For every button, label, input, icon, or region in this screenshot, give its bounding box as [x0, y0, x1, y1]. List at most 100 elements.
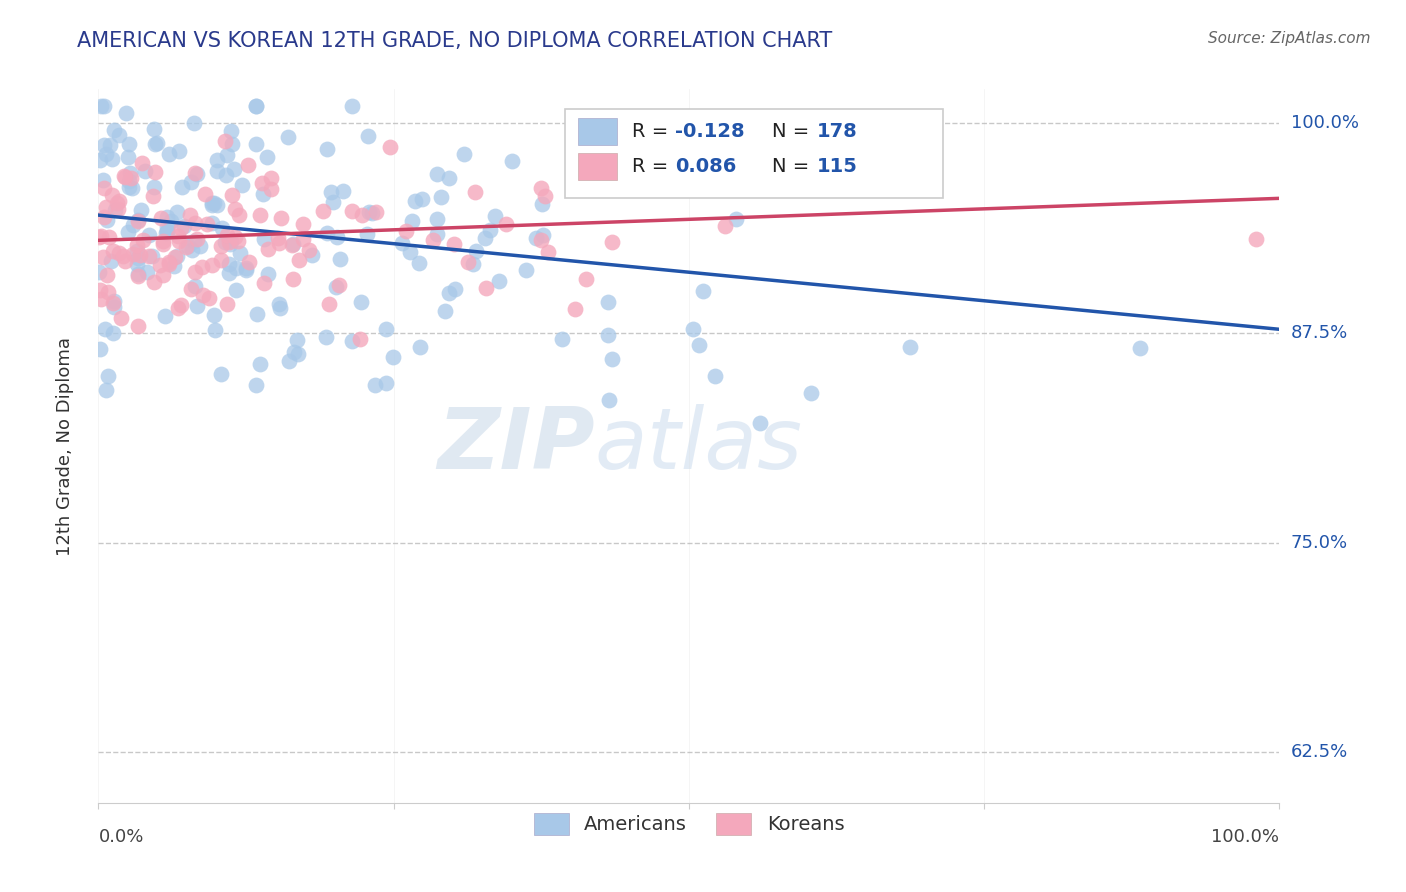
Point — [114, 253, 136, 268]
Point — [96, 268, 118, 282]
Point — [152, 237, 174, 252]
Point — [103, 294, 125, 309]
Point — [183, 234, 205, 248]
Point — [209, 239, 232, 253]
Point — [688, 338, 710, 352]
Point — [117, 137, 139, 152]
Point — [94, 200, 117, 214]
Point — [215, 148, 238, 162]
Point — [898, 340, 921, 354]
Point — [488, 274, 510, 288]
Point — [205, 153, 228, 167]
Point — [127, 319, 149, 334]
Point — [537, 245, 560, 260]
Point — [325, 280, 347, 294]
Point — [156, 225, 179, 239]
Point — [267, 231, 290, 245]
Point — [464, 185, 486, 199]
Point — [100, 253, 122, 268]
Text: R =: R = — [633, 122, 675, 141]
Point — [318, 297, 340, 311]
Point — [256, 150, 278, 164]
Point — [221, 136, 243, 151]
Point — [114, 105, 136, 120]
Point — [131, 156, 153, 170]
Point — [352, 208, 374, 222]
Point — [218, 237, 240, 252]
Point — [474, 231, 496, 245]
Point — [326, 229, 349, 244]
Point — [125, 244, 148, 258]
Point — [453, 147, 475, 161]
Point — [437, 171, 460, 186]
Point — [103, 123, 125, 137]
Point — [340, 334, 363, 348]
Point — [142, 275, 165, 289]
Point — [591, 164, 613, 178]
Point — [256, 242, 278, 256]
Point — [398, 245, 420, 260]
Point — [531, 227, 554, 242]
Point — [218, 257, 240, 271]
Point — [94, 322, 117, 336]
Point — [598, 295, 620, 310]
Point — [328, 277, 350, 292]
Point — [1129, 341, 1152, 355]
Point — [155, 210, 177, 224]
Point — [360, 206, 382, 220]
Point — [1244, 232, 1267, 246]
Point — [598, 327, 620, 342]
Point — [184, 279, 207, 293]
Point — [90, 292, 112, 306]
Point — [224, 230, 246, 244]
Point — [89, 342, 111, 356]
Point — [530, 196, 553, 211]
Point — [253, 232, 276, 246]
Point — [564, 301, 586, 316]
Point — [138, 227, 160, 242]
Point — [245, 99, 267, 113]
Point — [457, 255, 479, 269]
Point — [217, 296, 239, 310]
Point — [724, 212, 747, 227]
Point — [288, 252, 311, 267]
Point — [495, 217, 517, 231]
Point — [209, 368, 232, 382]
Point — [149, 258, 172, 272]
Point — [114, 170, 136, 185]
Point — [269, 236, 291, 251]
Point — [101, 152, 124, 166]
Point — [170, 221, 193, 235]
Point — [301, 248, 323, 262]
Point — [122, 247, 145, 261]
Point — [93, 181, 115, 195]
Point — [90, 99, 112, 113]
Point — [153, 309, 176, 323]
Point — [93, 99, 115, 113]
Point — [180, 175, 202, 189]
Point — [215, 227, 238, 242]
Point — [202, 195, 225, 210]
Point — [93, 173, 115, 187]
Point — [127, 251, 149, 265]
Point — [93, 210, 115, 224]
Point — [157, 255, 180, 269]
Point — [224, 202, 246, 217]
Point — [245, 378, 267, 392]
Point — [430, 189, 453, 203]
Point — [127, 213, 149, 227]
Point — [108, 245, 131, 260]
Point — [391, 235, 413, 250]
Point — [225, 283, 247, 297]
Point — [174, 240, 197, 254]
Point — [125, 237, 148, 252]
Point — [136, 265, 159, 279]
Point — [134, 164, 156, 178]
Point — [155, 226, 177, 240]
Point — [202, 308, 225, 322]
Point — [426, 212, 449, 227]
Point — [409, 340, 432, 354]
Point — [478, 223, 501, 237]
Point — [121, 218, 143, 232]
Point — [315, 330, 337, 344]
